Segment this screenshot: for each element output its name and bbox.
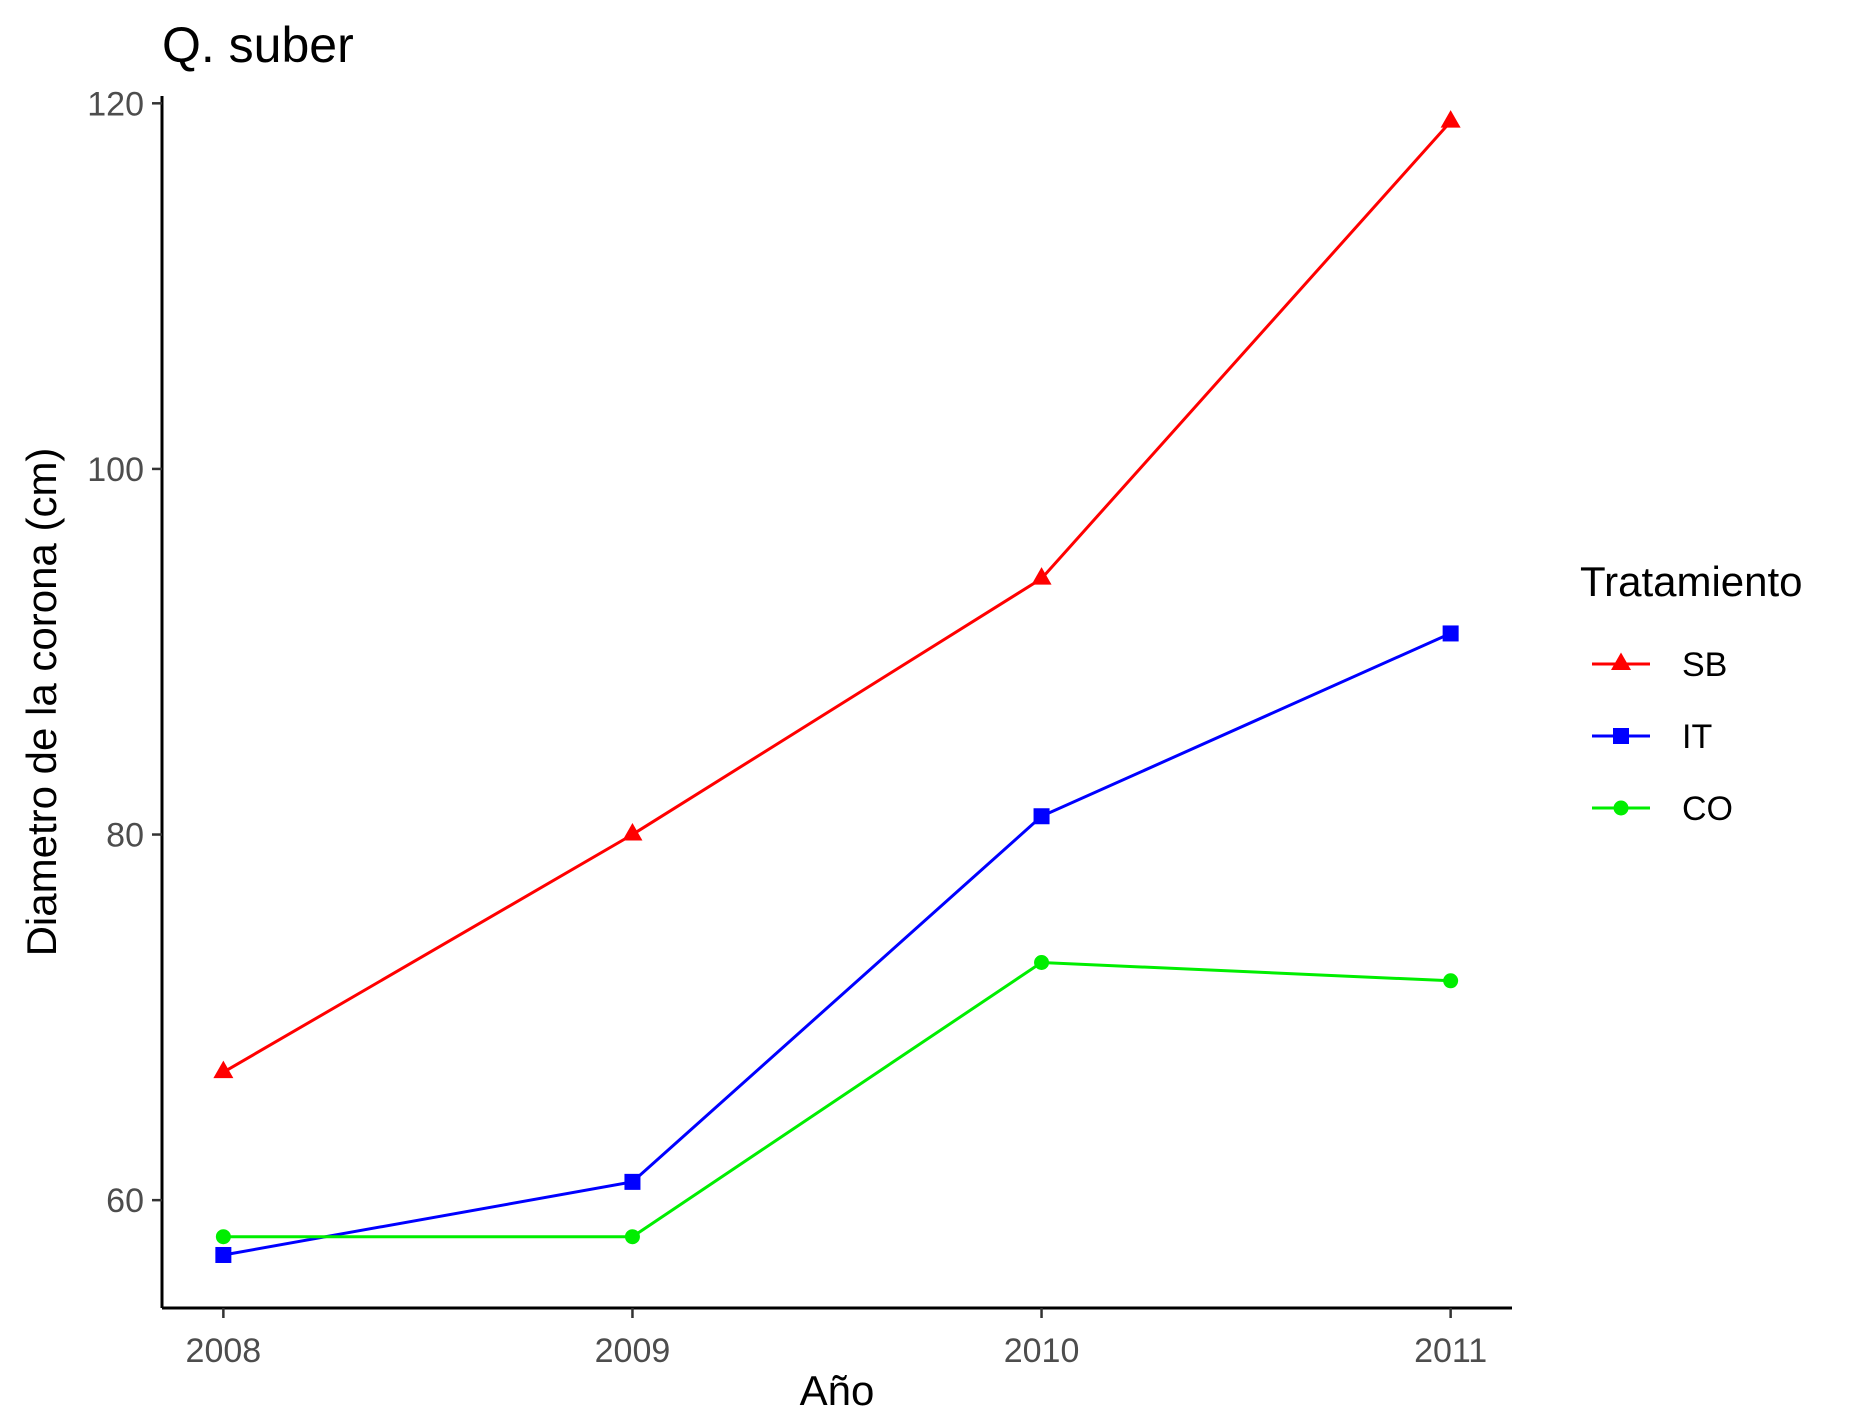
data-point (215, 1229, 231, 1245)
data-point (1033, 808, 1050, 825)
series-layer (213, 110, 1461, 1263)
series-co (215, 954, 1459, 1245)
series-line-co (223, 960, 1451, 1239)
legend-title: Tratamiento (1580, 558, 1803, 605)
chart-title: Q. suber (162, 17, 354, 73)
data-point (624, 1229, 640, 1245)
series-line-it (223, 632, 1452, 1257)
data-point (1031, 567, 1052, 585)
y-tick-label: 120 (87, 85, 144, 123)
legend-marker (1613, 800, 1629, 816)
data-point (213, 1060, 234, 1079)
y-tick-label: 100 (87, 451, 144, 489)
series-sb (213, 110, 1461, 1079)
legend-label: IT (1682, 718, 1712, 756)
legend-marker (1613, 728, 1629, 744)
series-it (215, 625, 1459, 1263)
legend-label: CO (1682, 790, 1733, 828)
x-tick-label: 2010 (1004, 1332, 1080, 1370)
y-tick-label: 60 (106, 1182, 144, 1220)
x-tick-label: 2011 (1414, 1332, 1487, 1370)
legend-item-sb: SB (1592, 646, 1727, 684)
data-point (215, 1246, 232, 1263)
y-axis-title: Diametro de la corona (cm) (18, 448, 65, 957)
legend-label: SB (1682, 646, 1727, 684)
x-tick-label: 2008 (186, 1332, 262, 1370)
x-tick-label: 2009 (595, 1332, 671, 1370)
axes: 60 80 100 120 2008 2009 2010 2011 (87, 85, 1512, 1370)
data-point (1440, 110, 1461, 128)
legend-item-co: CO (1592, 790, 1733, 828)
legend-marker (1611, 652, 1631, 670)
y-tick-label: 80 (106, 817, 144, 855)
data-point (1443, 973, 1459, 989)
data-point (624, 1173, 641, 1190)
series-line-sb (222, 120, 1452, 1074)
x-axis-title: Año (800, 1367, 875, 1414)
data-point (1442, 625, 1459, 642)
legend-item-it: IT (1592, 718, 1712, 756)
data-point (622, 823, 643, 841)
data-point (1034, 954, 1050, 970)
legend: SB IT CO (1592, 646, 1733, 828)
